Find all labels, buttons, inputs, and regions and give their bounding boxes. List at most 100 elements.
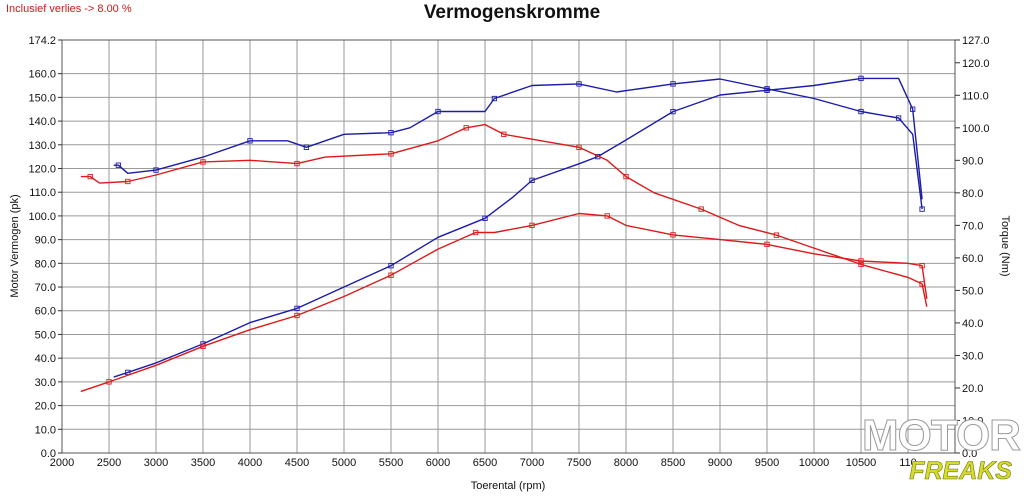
chart-grid — [61, 40, 955, 453]
y-right-tick-label: 80.0 — [962, 188, 983, 200]
data-point-marker — [764, 241, 770, 248]
x-tick-label: 7500 — [567, 457, 591, 469]
data-point-marker — [858, 261, 864, 268]
y-right-tick-label: 90.0 — [962, 155, 983, 167]
x-tick-label: 5000 — [332, 457, 356, 469]
x-tick-label: 4500 — [285, 457, 309, 469]
y-left-tick-label: 160.0 — [28, 69, 56, 81]
data-point-marker — [670, 81, 676, 87]
data-point-marker — [115, 162, 122, 168]
data-point-marker — [388, 272, 394, 278]
x-tick-label: 8500 — [661, 457, 685, 469]
data-point-marker — [388, 151, 394, 157]
y-left-tick-label: 80.0 — [35, 258, 56, 270]
y-left-tick-label: 0.0 — [41, 448, 56, 460]
data-point-marker — [87, 173, 93, 180]
plot-frame — [61, 39, 956, 454]
y-right-tick-label: 50.0 — [962, 285, 983, 297]
y-axis-right-label: Torque (Nm) — [999, 215, 1011, 276]
data-point-marker — [106, 379, 112, 385]
data-point-marker — [773, 232, 780, 238]
y-right-tick-label: 127.0 — [962, 35, 990, 47]
x-tick-label: 8000 — [614, 457, 638, 469]
y-left-tick-label: 120.0 — [28, 163, 56, 175]
data-point-marker — [388, 263, 394, 269]
x-tick-label: 10000 — [799, 457, 830, 469]
y-right-tick-label: 10.0 — [962, 415, 983, 427]
data-point-marker — [294, 160, 300, 167]
axis-ticks: 2000 2500 3000 3500 4000 4500 5000 5500 6000 6500… — [28, 35, 989, 469]
data-point-marker — [435, 108, 441, 115]
y-left-tick-label: 90.0 — [35, 235, 56, 247]
data-point-marker — [858, 108, 864, 115]
series-line-1 — [113, 77, 923, 378]
data-point-marker — [764, 86, 770, 92]
y-left-tick-label: 174.2 — [28, 35, 56, 47]
series-line-3 — [80, 212, 928, 393]
series-lines — [80, 75, 928, 393]
data-point-marker — [491, 95, 498, 102]
x-tick-label: 10500 — [846, 457, 877, 469]
y-right-tick-label: 70.0 — [962, 220, 983, 232]
data-point-marker — [576, 144, 582, 150]
x-tick-label: 6500 — [473, 457, 497, 469]
x-axis-label: Toerental (rpm) — [471, 480, 546, 492]
data-point-marker — [919, 281, 925, 287]
data-point-marker — [576, 81, 582, 87]
logo-text-top: MOTOR — [862, 411, 1022, 460]
data-point-marker — [294, 312, 300, 319]
x-tick-label: 9500 — [755, 457, 779, 469]
x-tick-label: 2000 — [50, 457, 74, 469]
data-point-marker — [919, 206, 925, 212]
data-point-marker — [200, 159, 206, 165]
data-point-marker — [895, 115, 902, 121]
chart-title: Vermogenskromme — [423, 2, 601, 23]
y-left-tick-label: 70.0 — [35, 282, 56, 294]
y-right-tick-label: 100.0 — [962, 123, 990, 135]
logo-text-bottom: FREAKS — [909, 457, 1012, 485]
data-point-marker — [303, 144, 310, 150]
data-point-marker — [247, 138, 253, 144]
y-left-tick-label: 50.0 — [35, 329, 56, 341]
data-point-marker — [858, 75, 864, 82]
data-point-marker — [858, 258, 864, 264]
x-tick-label: 4000 — [238, 457, 262, 469]
data-point-marker — [623, 173, 629, 180]
motorfreaks-logo: MOTOR FREAKS — [862, 411, 1022, 490]
x-tick-label: 9000 — [708, 457, 732, 469]
y-right-tick-label: 110.0 — [962, 90, 989, 102]
y-left-tick-label: 60.0 — [35, 306, 56, 318]
data-point-marker — [604, 213, 610, 219]
x-tick-label: 3500 — [191, 457, 215, 469]
y-left-tick-label: 140.0 — [28, 116, 56, 128]
data-point-marker — [125, 178, 131, 185]
x-tick-label: 5500 — [379, 457, 403, 469]
y-left-tick-label: 10.0 — [35, 424, 56, 436]
y-left-tick-label: 150.0 — [28, 92, 56, 104]
series-line-4 — [80, 123, 928, 307]
y-left-tick-label: 110.0 — [29, 187, 56, 199]
y-left-tick-label: 20.0 — [35, 401, 56, 413]
data-point-marker — [153, 167, 159, 173]
x-tick-label: 7000 — [520, 457, 544, 469]
data-point-marker — [501, 131, 507, 137]
y-right-tick-label: 20.0 — [962, 383, 983, 395]
y-right-tick-label: 60.0 — [962, 253, 983, 265]
data-point-marker — [482, 215, 488, 221]
data-point-marker — [670, 108, 676, 115]
data-point-marker — [529, 222, 535, 229]
x-tick-label: 110 — [899, 457, 917, 469]
y-right-tick-label: 30.0 — [962, 350, 983, 362]
data-point-marker — [294, 305, 300, 312]
series-line-2 — [113, 78, 923, 210]
data-point-marker — [388, 130, 394, 136]
data-point-marker — [200, 343, 206, 349]
y-left-tick-label: 30.0 — [35, 377, 56, 389]
y-left-tick-label: 40.0 — [35, 353, 56, 365]
data-point-marker — [910, 106, 916, 112]
data-point-marker — [919, 263, 925, 269]
y-left-tick-label: 130.0 — [28, 140, 56, 152]
data-point-marker — [529, 177, 535, 184]
data-point-marker — [463, 125, 469, 131]
y-right-tick-label: 120.0 — [962, 58, 990, 70]
